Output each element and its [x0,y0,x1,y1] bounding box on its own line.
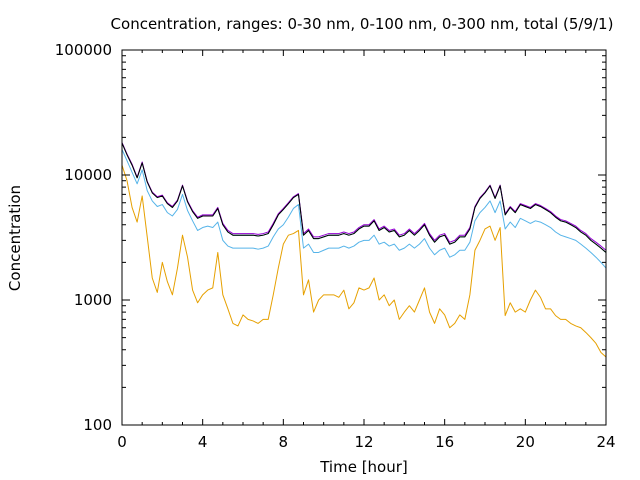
y-axis-label: Concentration [6,185,24,291]
tick-labels: 0 4 8 12 16 20 24 100 1000 10000 100000 [55,41,616,451]
series-line-1 [121,164,607,358]
y-tick-label: 100000 [55,41,112,59]
series-line-4 [121,142,607,251]
x-tick-label: 4 [198,433,208,451]
x-tick-label: 0 [117,433,127,451]
x-tick-label: 16 [435,433,454,451]
plot-area [121,142,607,358]
plot-frame [121,49,607,426]
y-tick-label: 1000 [74,291,112,309]
tick-marks [121,49,607,426]
x-tick-label: 20 [516,433,535,451]
series-line-5 [121,142,607,253]
series-line-2 [121,149,607,269]
x-tick-label: 8 [279,433,289,451]
series-line-3 [121,142,607,253]
x-axis-label: Time [hour] [319,458,408,476]
x-tick-label: 24 [596,433,615,451]
chart-title: Concentration, ranges: 0-30 nm, 0-100 nm… [111,15,614,33]
y-tick-label: 10000 [64,166,112,184]
x-tick-label: 12 [354,433,373,451]
y-tick-label: 100 [83,416,112,434]
